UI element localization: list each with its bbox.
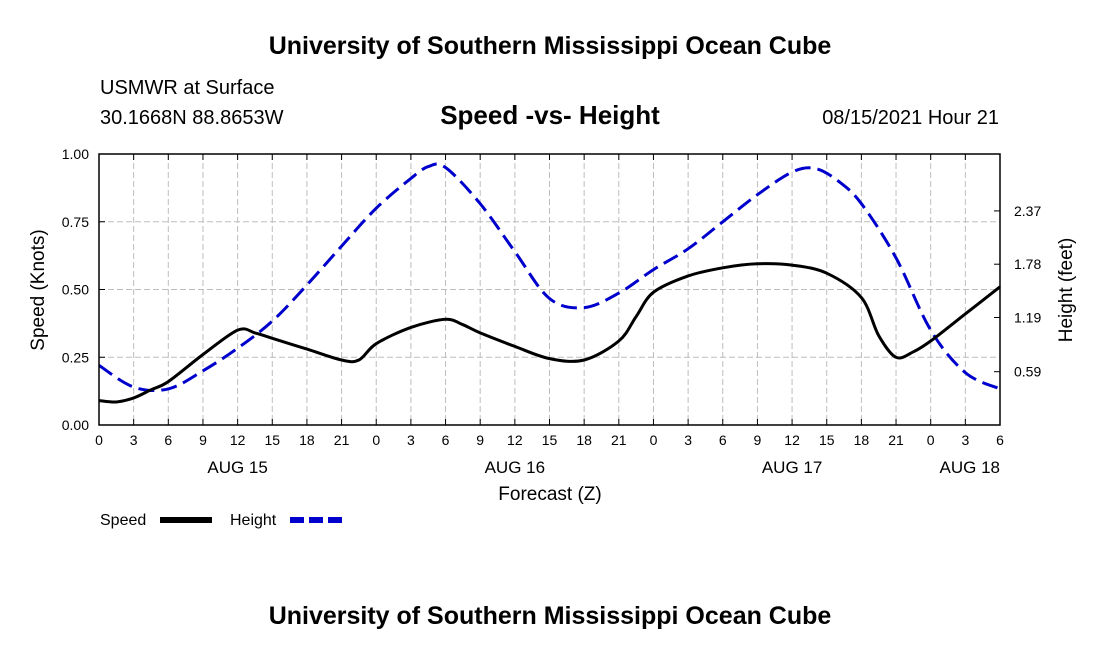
x-tick-label: 6 — [719, 432, 727, 448]
tick-labels: 0 3 6 9 12 15 18 21 0 3 6 9 12 15 18 21 0 3 6 9 12 15 18 21 0 3 6 0… — [62, 146, 1042, 477]
y2-tick-label: 0.59 — [1014, 364, 1041, 380]
legend-height-label: Height — [230, 512, 277, 529]
x-tick-label: 9 — [476, 432, 484, 448]
x-tick-label: 15 — [264, 432, 280, 448]
station-label: USMWR at Surface — [100, 77, 274, 99]
location-label: 30.1668N 88.8653W — [100, 107, 284, 129]
plot-frame — [98, 153, 1001, 426]
x-axis-title: Forecast (Z) — [498, 484, 601, 505]
x-tick-label: 3 — [684, 432, 692, 448]
timestamp-label: 08/15/2021 Hour 21 — [822, 107, 999, 129]
x-tick-label: 9 — [199, 432, 207, 448]
x-tick-label: 3 — [407, 432, 415, 448]
x-tick-label: 18 — [299, 432, 315, 448]
x-tick-label: 18 — [576, 432, 592, 448]
y-tick-label: 0.25 — [62, 349, 89, 365]
x-tick-label: 6 — [164, 432, 172, 448]
x-tick-label: 0 — [372, 432, 380, 448]
series-line-speed — [98, 262, 1001, 404]
x-tick-label: 6 — [442, 432, 450, 448]
x-tick-label: 21 — [888, 432, 904, 448]
y-tick-label: 0.50 — [62, 282, 89, 298]
x-tick-label: 21 — [611, 432, 627, 448]
x-date-label: AUG 17 — [762, 458, 822, 477]
series-line-height — [98, 162, 1001, 393]
x-tick-label: 3 — [961, 432, 969, 448]
x-tick-label: 9 — [754, 432, 762, 448]
page-title-top: University of Southern Mississippi Ocean… — [269, 32, 832, 60]
legend: Speed Height — [100, 512, 342, 529]
x-tick-label: 0 — [95, 432, 103, 448]
x-tick-label: 6 — [996, 432, 1004, 448]
y2-axis-title: Height (feet) — [1056, 238, 1077, 343]
x-tick-label: 15 — [542, 432, 558, 448]
page-title-bottom: University of Southern Mississippi Ocean… — [269, 602, 832, 630]
x-tick-label: 12 — [507, 432, 523, 448]
grid-lines — [99, 154, 1000, 425]
x-date-label: AUG 18 — [940, 458, 1000, 477]
y2-tick-label: 1.78 — [1014, 256, 1041, 272]
x-tick-label: 15 — [819, 432, 835, 448]
y-tick-label: 1.00 — [62, 146, 89, 162]
x-tick-label: 21 — [334, 432, 350, 448]
legend-speed-label: Speed — [100, 512, 146, 529]
y2-tick-label: 2.37 — [1014, 203, 1041, 219]
x-tick-label: 18 — [854, 432, 870, 448]
axis-ticks — [98, 153, 1001, 426]
y-axis-title: Speed (Knots) — [28, 229, 49, 350]
x-tick-label: 3 — [130, 432, 138, 448]
x-date-label: AUG 15 — [207, 458, 267, 477]
x-date-label: AUG 16 — [485, 458, 545, 477]
y-tick-label: 0.00 — [62, 417, 89, 433]
plot-series — [98, 162, 1001, 404]
x-tick-label: 0 — [927, 432, 935, 448]
x-tick-label: 12 — [230, 432, 246, 448]
x-tick-label: 0 — [650, 432, 658, 448]
y2-tick-label: 1.19 — [1014, 310, 1041, 326]
chart-title: Speed -vs- Height — [440, 100, 660, 130]
x-tick-label: 12 — [784, 432, 800, 448]
y-tick-label: 0.75 — [62, 214, 89, 230]
